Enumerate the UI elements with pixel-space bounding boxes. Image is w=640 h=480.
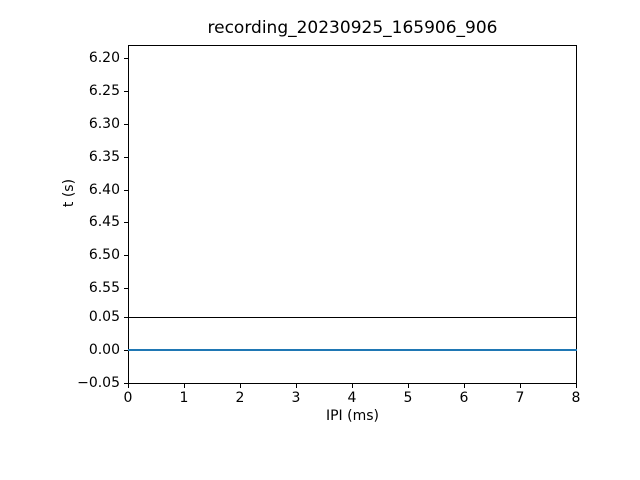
x-tick-label: 8 xyxy=(571,390,581,406)
upper-panel-ytick-mark xyxy=(124,255,128,256)
lower-panel-ytick-label: 0.00 xyxy=(88,342,120,358)
x-tick-label: 2 xyxy=(235,390,245,406)
plot-frame xyxy=(128,45,577,384)
upper-panel-ytick-mark xyxy=(124,58,128,59)
lower-panel-ytick-mark xyxy=(124,350,128,351)
x-tick-mark xyxy=(128,384,129,388)
chart-title: recording_20230925_165906_906 xyxy=(207,18,498,38)
x-tick-mark xyxy=(520,384,521,388)
x-tick-mark xyxy=(240,384,241,388)
upper-panel-ytick-label: 6.55 xyxy=(88,280,120,296)
upper-panel-ytick-label: 6.30 xyxy=(88,116,120,132)
upper-panel-ytick-mark xyxy=(124,222,128,223)
lower-panel-ytick-mark xyxy=(124,317,128,318)
x-tick-mark xyxy=(184,384,185,388)
lower-panel-ytick-mark xyxy=(124,383,128,384)
upper-panel-ytick-mark xyxy=(124,157,128,158)
upper-panel-ytick-mark xyxy=(124,124,128,125)
upper-panel-ytick-label: 6.45 xyxy=(88,214,120,230)
upper-panel-ytick-label: 6.25 xyxy=(88,83,120,99)
x-tick-mark xyxy=(408,384,409,388)
lower-panel-ytick-label: 0.05 xyxy=(88,309,120,325)
x-tick-mark xyxy=(576,384,577,388)
upper-panel-ytick-label: 6.35 xyxy=(88,149,120,165)
x-tick-label: 4 xyxy=(347,390,357,406)
upper-panel-ytick-mark xyxy=(124,190,128,191)
x-tick-mark xyxy=(352,384,353,388)
x-tick-label: 3 xyxy=(291,390,301,406)
upper-panel-ytick-mark xyxy=(124,91,128,92)
upper-panel-ytick-label: 6.50 xyxy=(88,247,120,263)
upper-panel-ytick-mark xyxy=(124,288,128,289)
x-tick-mark xyxy=(464,384,465,388)
x-tick-label: 5 xyxy=(403,390,413,406)
x-tick-label: 0 xyxy=(123,390,133,406)
x-tick-label: 7 xyxy=(515,390,525,406)
upper-panel-ytick-label: 6.20 xyxy=(88,50,120,66)
x-tick-label: 1 xyxy=(179,390,189,406)
lower-panel-ytick-label: −0.05 xyxy=(77,375,120,391)
x-tick-mark xyxy=(296,384,297,388)
x-tick-label: 6 xyxy=(459,390,469,406)
series-line-flat-line-at-zero xyxy=(128,349,577,351)
x-axis-label: IPI (ms) xyxy=(325,408,379,424)
subplot-divider-spine xyxy=(128,317,577,318)
upper-panel-ytick-label: 6.40 xyxy=(88,182,120,198)
